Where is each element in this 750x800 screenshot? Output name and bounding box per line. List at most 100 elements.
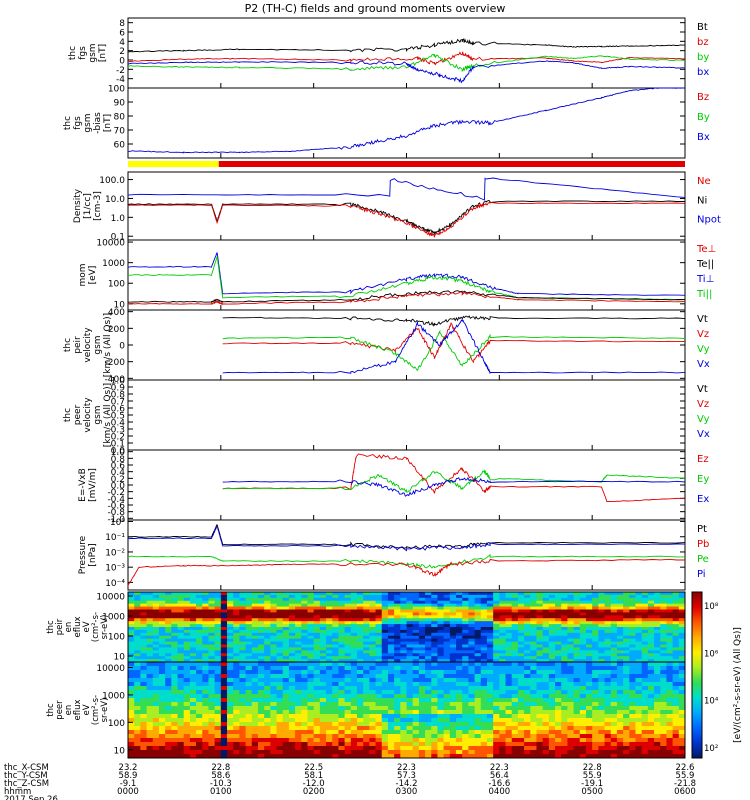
series-line — [127, 53, 686, 73]
y-tick-label: 0 — [119, 57, 125, 67]
y-tick-label: 10 — [114, 746, 126, 756]
series-line — [127, 554, 685, 569]
y-tick-label: 1.0 — [111, 214, 126, 224]
legend-entry: Bt — [697, 22, 708, 33]
panel-efield — [127, 449, 686, 521]
y-tick-label: 1.0 — [111, 377, 126, 387]
y-tick-label: 100.0 — [99, 176, 125, 186]
y-tick-label: 10⁻³ — [105, 564, 125, 574]
y-tick-label: 60 — [114, 141, 126, 151]
series-line — [127, 201, 686, 238]
x-tick-label: 0300 — [396, 787, 418, 797]
y-tick-label: 0.4 — [111, 468, 126, 478]
series-line — [127, 558, 685, 587]
y-axis-label: gsm — [83, 113, 93, 132]
y-axis-label: -bias — [93, 112, 103, 134]
legend-entry: Ne — [697, 176, 711, 187]
legend-entry: Vy — [697, 414, 710, 425]
date-label: 2017 Sep 26 — [4, 795, 58, 800]
legend-entry: Vt — [697, 384, 708, 395]
x-tick-label: 22.3 — [490, 763, 509, 773]
y-tick-label: 0.8 — [111, 391, 126, 401]
panel-peer_vel — [127, 379, 686, 451]
y-axis-label: eflux — [73, 616, 83, 637]
y-axis-label: thc — [68, 46, 78, 60]
y-tick-label: 0.8 — [111, 455, 126, 465]
x-tick-label: -16.6 — [488, 779, 510, 789]
y-tick-label: 0.2 — [111, 433, 125, 443]
x-tick-label: 58.6 — [211, 771, 230, 781]
y-axis-label: E=-VxB — [78, 468, 88, 502]
y-axis-label: [1/cc] — [83, 193, 93, 219]
y-tick-label: 10⁻¹ — [105, 533, 125, 543]
y-tick-label: 8 — [119, 19, 125, 29]
orbit-row-label: thc_Z-CSM — [4, 779, 49, 789]
y-axis-label: sr-eV) — [100, 615, 110, 640]
y-axis-label: velocity — [83, 397, 93, 433]
legend-entry: Ey — [697, 474, 709, 485]
series-line — [127, 87, 685, 154]
x-tick-label: 0200 — [303, 787, 325, 797]
y-axis-label: [km/s (All Qs)] — [103, 313, 113, 377]
legend-entry: Vx — [697, 359, 710, 370]
x-tick-label: 0600 — [674, 787, 696, 797]
spectrogram-peer_eflux — [127, 661, 686, 759]
x-tick-label: 0400 — [489, 787, 511, 797]
y-tick-label: -0.8 — [107, 508, 125, 518]
status-bar-yellow — [128, 161, 219, 167]
spectrogram-frame — [127, 661, 686, 759]
colorbar-tick-label: 10⁴ — [704, 697, 719, 707]
y-tick-label: 10⁻² — [105, 548, 125, 558]
y-tick-label: 10 — [114, 653, 126, 663]
y-tick-label: 1000 — [102, 259, 125, 269]
status-bar-red — [218, 161, 685, 167]
chart-title: P2 (TH-C) fields and ground moments over… — [244, 2, 506, 15]
panel-frame — [127, 17, 686, 89]
y-tick-label: 0.4 — [111, 419, 126, 429]
x-tick-label: 23.2 — [119, 763, 138, 773]
series-line — [222, 453, 686, 503]
y-tick-label: 80 — [114, 113, 126, 123]
y-tick-label: 0.2 — [111, 475, 125, 485]
colorbar-tick-label: 10⁸ — [704, 602, 719, 612]
y-tick-label: 4 — [119, 38, 125, 48]
legend-entry: Vz — [697, 399, 709, 410]
x-tick-label: -14.2 — [396, 779, 418, 789]
x-tick-label: 22.8 — [211, 763, 230, 773]
x-tick-label: 57.3 — [397, 771, 416, 781]
panel-fgs_nodc — [127, 87, 686, 159]
y-tick-label: 70 — [114, 127, 126, 137]
y-tick-label: -400 — [105, 375, 126, 385]
legend-entry: Vx — [697, 429, 710, 440]
series-line — [127, 252, 686, 296]
y-axis-label: thc — [46, 620, 56, 634]
orbit-row-label: hhmm — [4, 787, 31, 797]
y-axis-label: peer — [73, 404, 83, 425]
y-axis-label: [eV] — [88, 266, 98, 285]
y-tick-label: 0.0 — [111, 447, 126, 457]
legend-entry: By — [697, 112, 710, 123]
y-axis-label: (cm²-s- — [91, 612, 101, 642]
legend-entry: Pb — [697, 539, 709, 550]
colorbar-tick-label: 10² — [704, 744, 718, 754]
y-axis-label: thc — [46, 703, 56, 717]
x-tick-label: 22.5 — [304, 763, 323, 773]
x-tick-label: 56.4 — [490, 771, 509, 781]
spectrogram-peir_eflux — [127, 591, 686, 663]
x-tick-label: -10.3 — [210, 779, 232, 789]
y-axis-label: sr-eV) — [100, 698, 110, 723]
y-axis-label: peir — [73, 336, 83, 354]
y-tick-label: 0.0 — [111, 482, 126, 492]
y-tick-label: 0.1 — [111, 440, 125, 450]
series-line — [127, 291, 686, 306]
y-tick-label: 6 — [119, 29, 125, 39]
y-tick-label: 90 — [114, 99, 126, 109]
legend-entry: bx — [697, 67, 709, 78]
y-axis-label: eV — [82, 704, 92, 715]
panel-frame — [127, 379, 686, 451]
y-axis-label: [mV/m] — [88, 468, 98, 502]
y-axis-label: Density — [73, 188, 83, 223]
y-tick-label: 0.3 — [111, 426, 125, 436]
series-line — [222, 318, 686, 374]
series-line — [127, 524, 686, 549]
